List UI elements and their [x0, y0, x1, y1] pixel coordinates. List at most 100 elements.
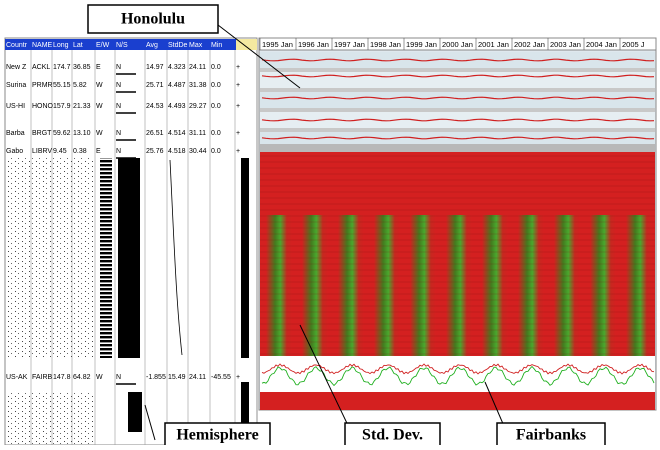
cell: 59.62: [53, 130, 71, 137]
row-band: [260, 72, 655, 92]
cell: 25.76: [146, 148, 164, 155]
column-header: StdDe: [168, 42, 188, 49]
cell: W: [96, 82, 103, 89]
row-sep: [260, 68, 655, 72]
row-sep: [260, 108, 655, 112]
timeline-label: 2000 Jan: [442, 40, 473, 49]
timeline-label: 2002 Jan: [514, 40, 545, 49]
cell: 0.0: [211, 64, 221, 71]
cell: LIBRV: [32, 148, 52, 155]
cell: Gabo: [6, 148, 23, 155]
timeline-bar: [258, 37, 657, 51]
cell: 9.45: [53, 148, 67, 155]
lens-graph: [241, 382, 249, 432]
cell: 36.85: [73, 64, 91, 71]
series-line: [261, 136, 655, 140]
cell: E: [96, 148, 101, 155]
heatmap-season: [266, 215, 292, 356]
heatmap-season: [626, 215, 652, 356]
series-line: [261, 74, 655, 78]
lens-stddev: [169, 159, 183, 356]
timeline-label: 2003 Jan: [550, 40, 581, 49]
column-header: Avg: [146, 42, 158, 49]
cell: 4.487: [168, 82, 186, 89]
cell: 30.44: [189, 148, 207, 155]
cell: BRGT: [32, 130, 52, 137]
callout-label: Fairbanks: [516, 427, 586, 444]
series-line: [261, 363, 655, 375]
heatmap-season: [590, 215, 616, 356]
row-band: [260, 356, 655, 392]
cell: 0.0: [211, 103, 221, 110]
timeline-label: 1995 Jan: [262, 40, 293, 49]
series-line: [261, 118, 655, 122]
series-line: [261, 365, 655, 387]
cell: 24.53: [146, 103, 164, 110]
cell: N: [116, 103, 121, 110]
cell: 29.27: [189, 103, 207, 110]
cell: 25.71: [146, 82, 164, 89]
cell: +: [236, 64, 240, 71]
cell: N: [116, 148, 121, 155]
heatmap-season: [374, 215, 400, 356]
cell: 15.49: [168, 374, 186, 381]
row-sep: [260, 88, 655, 92]
heatmap-season: [482, 215, 508, 356]
callout-box: [344, 422, 441, 448]
cell: W: [96, 103, 103, 110]
cell: E: [96, 64, 101, 71]
cell: 26.51: [146, 130, 164, 137]
heatmap: [260, 392, 655, 410]
cell: 174.7: [53, 64, 71, 71]
row-sep: [260, 128, 655, 132]
cell: +: [236, 374, 240, 381]
cell: 4.493: [168, 103, 186, 110]
timeline-label: 1997 Jan: [334, 40, 365, 49]
column-header: NAME: [32, 42, 53, 49]
cell: W: [96, 374, 103, 381]
heatmap-season: [302, 215, 328, 356]
column-header: N/S: [116, 42, 128, 49]
cell: 31.38: [189, 82, 207, 89]
lens-dots: [5, 158, 95, 358]
row-band: [260, 52, 655, 72]
cell: +: [236, 103, 240, 110]
cell: 31.11: [189, 130, 206, 137]
cell: FAIRB: [32, 374, 53, 381]
cell: N: [116, 130, 121, 137]
callout-label: Std. Dev.: [362, 427, 423, 444]
cell: US-AK: [6, 374, 28, 381]
cell: 4.514: [168, 130, 186, 137]
heatmap-season: [518, 215, 544, 356]
cell: 64.82: [73, 374, 91, 381]
callout-arrow: [217, 24, 301, 89]
lens-graph: [241, 158, 249, 358]
heatmap-season: [410, 215, 436, 356]
timeline-label: 2005 J: [622, 40, 645, 49]
callout-box: [87, 4, 219, 34]
callout-label: Honolulu: [121, 11, 185, 28]
timeline-label: 1998 Jan: [370, 40, 401, 49]
lens-ew: [100, 158, 112, 358]
column-header: Long: [53, 42, 69, 49]
column-header: E/W: [96, 42, 110, 49]
cell: 13.10: [73, 130, 91, 137]
column-header: Countr: [6, 42, 28, 49]
cell: 55.15: [53, 82, 71, 89]
row-band: [260, 112, 655, 132]
cell: N: [116, 82, 121, 89]
cell: US-HI: [6, 103, 25, 110]
lens-ns: [128, 392, 142, 432]
cell: -1.855: [146, 374, 166, 381]
heatmap-season: [338, 215, 364, 356]
cell: N: [116, 64, 121, 71]
cell: 157.9: [53, 103, 71, 110]
cell: 21.33: [73, 103, 91, 110]
cell: Barba: [6, 130, 25, 137]
cell: 4.518: [168, 148, 186, 155]
cell: W: [96, 130, 103, 137]
heatmap-season: [554, 215, 580, 356]
cell: +: [236, 130, 240, 137]
column-header: Lat: [73, 42, 83, 49]
